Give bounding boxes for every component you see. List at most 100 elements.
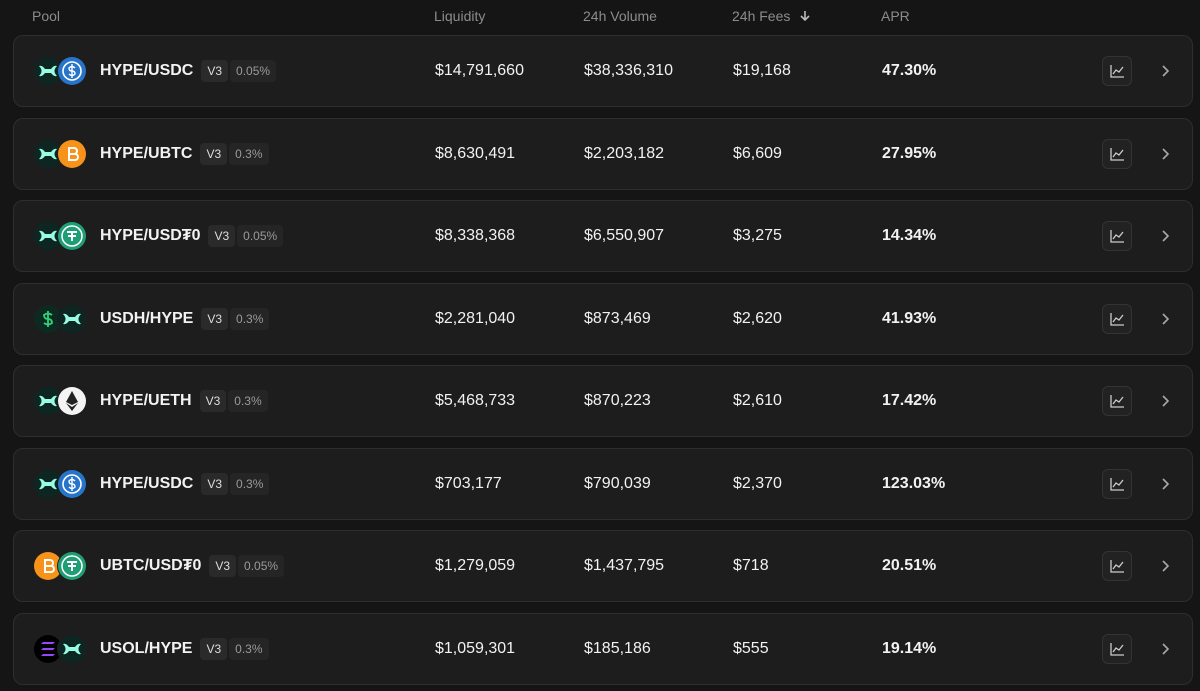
chevron-icon — [1162, 395, 1170, 407]
pool-row[interactable]: USDH/HYPE V3 0.3% $2,281,040 $873,469 $2,620 4… — [13, 282, 1193, 355]
row-chevron[interactable] — [1157, 558, 1173, 579]
pool-name: USOL/HYPE — [100, 639, 193, 657]
fees-cell: $19,168 — [733, 62, 791, 79]
token-icons — [34, 468, 86, 499]
pool-cell: HYPE/USDC V3 0.3% — [34, 449, 270, 519]
volume-cell: $1,437,795 — [584, 557, 665, 574]
pool-row[interactable]: HYPE/UETH V3 0.3% $5,468,733 $870,223 $2,610 1… — [13, 365, 1193, 437]
liquidity-cell: $1,279,059 — [435, 557, 516, 574]
row-chevron[interactable] — [1157, 393, 1173, 414]
volume-cell: $38,336,310 — [584, 62, 673, 79]
version-badge: V3 — [200, 637, 228, 660]
version-badge: V3 — [201, 307, 229, 330]
row-chevron[interactable] — [1157, 228, 1173, 249]
liquidity-cell: $5,468,733 — [435, 392, 516, 409]
chart-button[interactable] — [1102, 386, 1132, 416]
pool-name: HYPE/USDC — [100, 474, 194, 492]
chevron-icon — [1162, 560, 1170, 572]
apr-cell: 27.95% — [882, 144, 937, 162]
apr-cell: 123.03% — [882, 474, 946, 492]
apr-cell: 47.30% — [882, 62, 937, 79]
fees-cell: $2,370 — [733, 474, 782, 492]
pool-row[interactable]: HYPE/USDC V3 0.3% $703,177 $790,039 $2,370 123… — [13, 447, 1193, 520]
volume-cell: $2,203,182 — [584, 144, 665, 162]
chart-button[interactable] — [1102, 56, 1132, 86]
chart-icon — [1110, 560, 1124, 573]
token-icons — [34, 138, 86, 169]
row-chevron[interactable] — [1157, 641, 1173, 662]
fee-badge: 0.05% — [237, 225, 284, 247]
token-icons — [34, 386, 86, 416]
volume-cell: $870,223 — [584, 392, 651, 409]
pool-cell: USDH/HYPE V3 0.3% — [34, 284, 270, 354]
chevron-icon — [1162, 65, 1170, 77]
version-badge: V3 — [201, 60, 229, 82]
chart-icon — [1110, 312, 1124, 326]
chevron-icon — [1162, 312, 1170, 325]
volume-cell: $185,186 — [584, 639, 651, 657]
fees-cell: $2,620 — [733, 309, 782, 327]
pool-row[interactable]: HYPE/USDC V3 0.05% $14,791,660 $38,336,310 $1… — [13, 35, 1193, 107]
pool-name: UBTC/USD₮0 — [100, 557, 202, 574]
chart-button[interactable] — [1102, 468, 1132, 499]
liquidity-cell: $8,338,368 — [435, 227, 516, 244]
chart-button[interactable] — [1102, 551, 1132, 581]
pool-cell: HYPE/UBTC V3 0.3% — [34, 119, 269, 189]
col-header-text: 24h Fees — [732, 8, 791, 24]
version-badge: V3 — [200, 142, 228, 165]
apr-cell: 41.93% — [882, 309, 937, 327]
col-header[interactable]: 24h Volume — [583, 8, 657, 24]
sort-arrow — [800, 11, 810, 22]
token-icons — [34, 221, 86, 251]
fees-cell: $6,609 — [733, 144, 782, 162]
apr-cell: 20.51% — [882, 557, 937, 574]
pool-name: HYPE/USD₮0 — [100, 227, 201, 244]
chevron-icon — [1162, 477, 1170, 490]
col-header-sorted[interactable]: 24h Fees — [732, 8, 812, 24]
chart-button[interactable] — [1102, 221, 1132, 251]
pool-cell: HYPE/USDC V3 0.05% — [34, 36, 277, 106]
token-icons — [34, 633, 86, 664]
fee-badge: 0.3% — [230, 307, 270, 330]
pool-name: HYPE/USDC — [100, 62, 194, 79]
version-badge: V3 — [201, 472, 229, 495]
version-badge: V3 — [199, 390, 227, 412]
row-chevron[interactable] — [1157, 63, 1173, 84]
row-chevron[interactable] — [1157, 476, 1173, 497]
chart-icon — [1110, 65, 1124, 78]
apr-cell: 19.14% — [882, 639, 937, 657]
fees-cell: $718 — [733, 557, 769, 574]
chart-button[interactable] — [1102, 633, 1132, 664]
pool-name: USDH/HYPE — [100, 309, 194, 327]
liquidity-cell: $2,281,040 — [435, 309, 516, 327]
row-chevron[interactable] — [1157, 311, 1173, 332]
fee-badge: 0.05% — [238, 555, 285, 577]
chart-button[interactable] — [1102, 138, 1132, 169]
pool-row[interactable]: USOL/HYPE V3 0.3% $1,059,301 $185,186 $555 19.… — [13, 612, 1193, 685]
pool-row[interactable]: UBTC/USD₮0 V3 0.05% $1,279,059 $1,437,795 $71… — [13, 530, 1193, 602]
fees-cell: $3,275 — [733, 227, 782, 244]
col-header[interactable]: Liquidity — [434, 8, 486, 24]
liquidity-cell: $1,059,301 — [435, 639, 516, 657]
chart-icon — [1110, 395, 1124, 408]
pool-row[interactable]: HYPE/UBTC V3 0.3% $8,630,491 $2,203,182 $6,60… — [13, 117, 1193, 190]
liquidity-cell: $8,630,491 — [435, 144, 516, 162]
chart-icon — [1110, 642, 1124, 656]
chevron-icon — [1162, 230, 1170, 242]
row-chevron[interactable] — [1157, 146, 1173, 167]
pool-name: HYPE/UBTC — [100, 144, 193, 162]
fee-badge: 0.3% — [230, 472, 270, 495]
liquidity-cell: $703,177 — [435, 474, 502, 492]
pool-row[interactable]: HYPE/USD₮0 V3 0.05% $8,338,368 $6,550,907 $3,… — [13, 200, 1193, 272]
pool-cell: HYPE/USD₮0 V3 0.05% — [34, 201, 284, 271]
fee-badge: 0.05% — [230, 60, 277, 82]
volume-cell: $790,039 — [584, 474, 651, 492]
pool-cell: UBTC/USD₮0 V3 0.05% — [34, 531, 285, 601]
chart-icon — [1110, 477, 1124, 491]
col-header: Pool — [32, 8, 61, 24]
chevron-icon — [1162, 642, 1170, 655]
chart-button[interactable] — [1102, 303, 1132, 334]
col-header[interactable]: APR — [881, 8, 910, 24]
version-badge: V3 — [208, 225, 236, 247]
